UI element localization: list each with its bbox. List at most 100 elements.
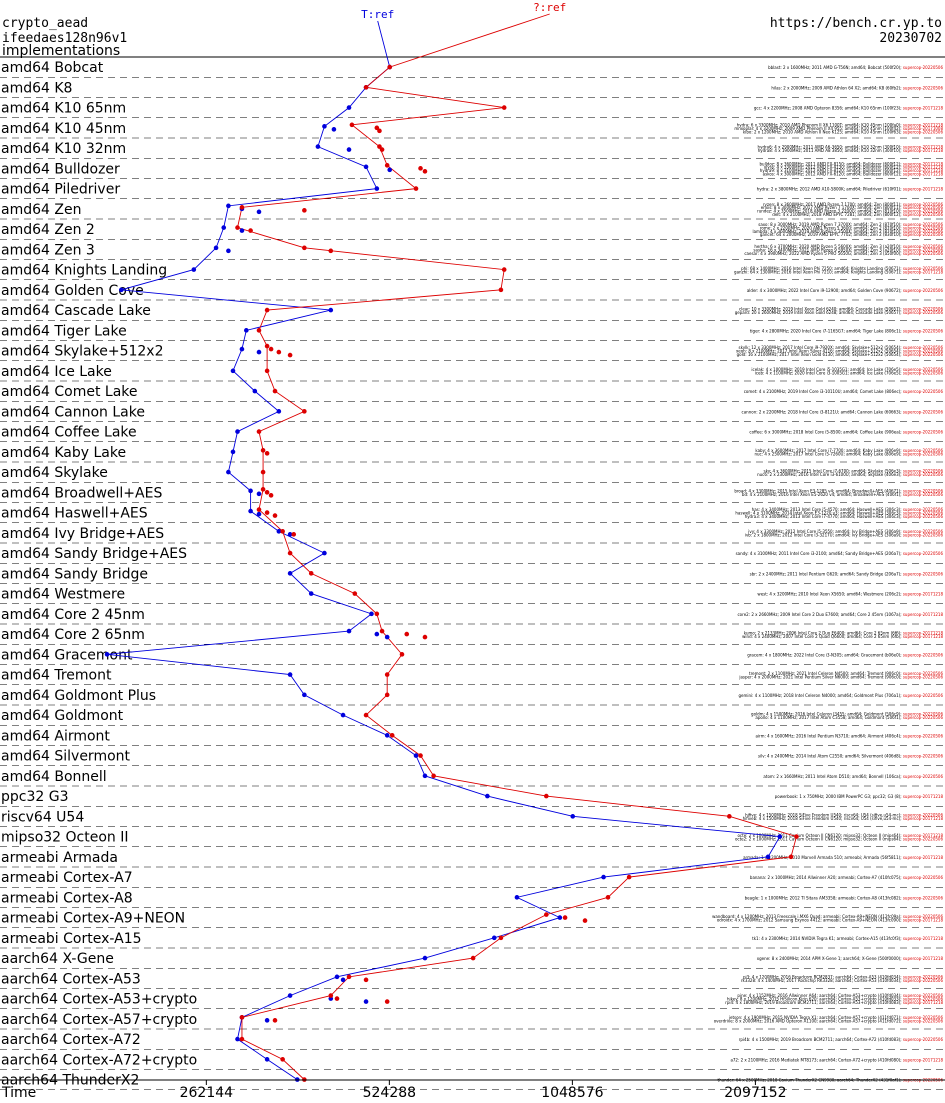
point-q-ref	[272, 1018, 278, 1023]
machine-note: silv: 4 x 2400MHz; 2014 Intel Atom C2550…	[758, 754, 943, 759]
point-q-ref	[470, 955, 476, 961]
point-q-ref	[260, 448, 266, 453]
point-q-ref	[431, 773, 436, 779]
machine-version: supercop-20220506	[903, 222, 944, 227]
point-q-ref	[264, 490, 270, 495]
machine-version: supercop-20220506	[903, 711, 944, 716]
machine-desc: icelak: 4 x 1000MHz; 2019 Intel Core i5-…	[751, 367, 902, 372]
row-label: armeabi Cortex-A9+NEON	[1, 911, 185, 927]
point-t-ref	[119, 287, 124, 293]
machine-note: delt: 4 x 2100MHz; 2018 AMD EPYC 7281; a…	[772, 212, 943, 217]
point-q-ref	[384, 692, 390, 698]
machine-note: ryzen: 8 x 3600MHz; 2017 AMD Ryzen 7 170…	[763, 202, 944, 207]
machine-desc: goldm: 4 x 1500MHz; 2016 Intel Celeron J…	[751, 711, 903, 716]
machine-note: gemini: 4 x 1100MHz; 2018 Intel Celeron …	[738, 693, 943, 698]
point-q-ref	[264, 368, 270, 374]
machine-desc: ganzhi: 64 x 1300MHz; 2016 Intel Xeon Ph…	[734, 269, 903, 274]
machine-desc: banana: 2 x 1000MHz; 2014 Allwinner A20;…	[750, 875, 903, 880]
row-label: aarch64 Cortex-A72+crypto	[1, 1052, 197, 1068]
machine-note: odroidx: 4 x 1700MHz; 2012 Samsung Exyno…	[717, 917, 944, 922]
machine-note: rpi4: 4 x 1800MHz; 2019 Broadcom BCM2711…	[725, 1000, 943, 1005]
machine-note: gepard: 20 x 2600MHz; 2019 Intel Xeon Go…	[735, 310, 944, 315]
row-label: amd64 Comet Lake	[1, 384, 138, 400]
row-label: amd64 Knights Landing	[1, 263, 167, 279]
point-q-ref	[264, 307, 270, 313]
machine-version: supercop-20220506	[903, 514, 944, 519]
machine-desc: hydra9: 8 x 3100MHz; 2012 AMD FX-8120; a…	[760, 168, 903, 173]
machine-desc: cannon: 2 x 2200MHz; 2018 Intel Core i3-…	[742, 409, 903, 414]
point-q-ref	[384, 999, 390, 1004]
point-t-ref	[557, 915, 563, 920]
machine-desc: wind: 4 x 2400MHz; 2007 Intel Core 2 Qua…	[742, 634, 903, 639]
machine-version: supercop-20220506	[903, 895, 944, 900]
machine-note: sky: 4 x 3600MHz; 2015 Intel Core i7-670…	[764, 468, 944, 473]
point-q-ref	[374, 125, 380, 131]
machine-version: supercop-20220506	[903, 409, 944, 414]
point-t-ref	[239, 228, 245, 233]
point-t-ref	[213, 245, 219, 251]
point-q-ref	[260, 487, 266, 492]
machine-note: alder: 4 x 3000MHz; 2022 Intel Core i9-1…	[747, 288, 944, 293]
machine-version: supercop-20220506	[903, 1037, 944, 1042]
machine-note: xeon: 8 x 2100MHz; 2017 Intel Xeon Silve…	[736, 349, 943, 354]
machine-version: supercop-20220506	[903, 65, 944, 70]
point-q-ref	[272, 388, 278, 394]
machine-desc: jasper: 4 x 2000MHz; 2021 Intel Pentium …	[738, 674, 902, 679]
machine-desc: gemini: 4 x 1100MHz; 2018 Intel Celeron …	[738, 693, 902, 698]
row-label: amd64 Tremont	[1, 668, 112, 684]
machine-version: supercop-20220506	[903, 328, 944, 333]
machine-note: gancet: 64 x 2000MHz; 2019 AMD EPYC 7702…	[760, 232, 944, 237]
machine-note: enxis: 8 x 3000MHz; 2017 AMD Ryzen 7 170…	[761, 205, 944, 210]
machine-version: supercop-20220506	[903, 225, 944, 230]
point-t-ref	[384, 733, 390, 738]
machine-version: supercop-20220506	[903, 914, 944, 919]
point-t-ref	[239, 346, 245, 352]
category-rows: amd64 Bobcat bblast: 2 x 1600MHz; 2011 AM…	[0, 60, 945, 1091]
point-q-ref	[248, 228, 253, 233]
machine-note: ivy: 4 x 3300MHz; 2012 Intel Core i5-355…	[748, 529, 943, 534]
series-labels: T:ref ?:ref	[361, 1, 566, 21]
row-label: amd64 Haswell+AES	[1, 506, 148, 522]
header-operation: ifeedaes128n96v1	[2, 31, 127, 46]
machine-version: supercop-20220506	[903, 389, 944, 394]
machine-version: supercop-20220506	[903, 571, 944, 576]
point-t-ref	[226, 469, 231, 475]
point-t-ref	[374, 631, 380, 637]
row-label: aarch64 Cortex-A57+crypto	[1, 1012, 197, 1028]
point-q-ref	[287, 550, 293, 556]
machine-note: sbr: 2 x 2400MHz; 2011 Intel Pentium G62…	[750, 571, 944, 576]
machine-version: supercop-20171218	[903, 168, 944, 173]
machine-desc: sandy: 4 x 3100MHz; 2011 Intel Core i3-2…	[736, 551, 903, 556]
point-q-ref	[788, 854, 794, 860]
machine-note: gold: 16 x 2100MHz; 2017 Intel Xeon Gold…	[737, 352, 944, 357]
point-t-ref	[244, 328, 249, 333]
row-label: aarch64 X-Gene	[1, 951, 114, 967]
x-axis-label: Time	[1, 1085, 36, 1101]
machine-note: armada: 1 x 1200MHz; 2010 Marvell Armada…	[743, 855, 943, 860]
machine-desc: ryzen: 8 x 3600MHz; 2017 AMD Ryzen 7 170…	[763, 202, 903, 207]
row-label: ppc32 G3	[1, 789, 69, 805]
row-label: amd64 K10 65nm	[1, 101, 126, 117]
machine-note: core2: 2 x 2660MHz; 2009 Intel Core 2 Du…	[737, 612, 943, 617]
machine-version: supercop-20171008	[903, 126, 944, 131]
series-line-q-ref	[236, 13, 798, 1080]
machine-version: supercop-20220506	[903, 754, 944, 759]
machine-desc: hertha: 6 x 3700MHz; 2020 AMD Ryzen 5 56…	[754, 244, 902, 249]
point-t-ref	[191, 267, 197, 272]
header-date: 20230702	[879, 31, 942, 46]
point-t-ref	[226, 203, 231, 209]
machine-version: supercop-20220506	[903, 430, 944, 435]
point-t-ref	[328, 307, 334, 313]
machine-version: supercop-20171218	[903, 592, 944, 597]
machine-note: pine: 4 x 1152MHz; 2016 Allwinner A64; a…	[737, 993, 943, 998]
machine-desc: ivb: 2 x 1800MHz; 2012 Intel Core i3-321…	[745, 533, 903, 538]
point-q-ref	[328, 993, 334, 998]
point-q-ref	[562, 915, 568, 920]
machine-note: caesar: 4 x 3900MHz; 2022 AMD Ryzen 5 PR…	[744, 251, 943, 256]
machine-desc: sky: 4 x 3600MHz; 2015 Intel Core i7-670…	[764, 468, 903, 473]
machine-version: supercop-20220506	[903, 448, 944, 453]
machine-version: supercop-20220506	[903, 875, 944, 880]
machine-version: supercop-20220506	[903, 244, 944, 249]
machine-version: supercop-20220506	[903, 205, 944, 210]
machine-version: supercop-20171218	[903, 936, 944, 941]
